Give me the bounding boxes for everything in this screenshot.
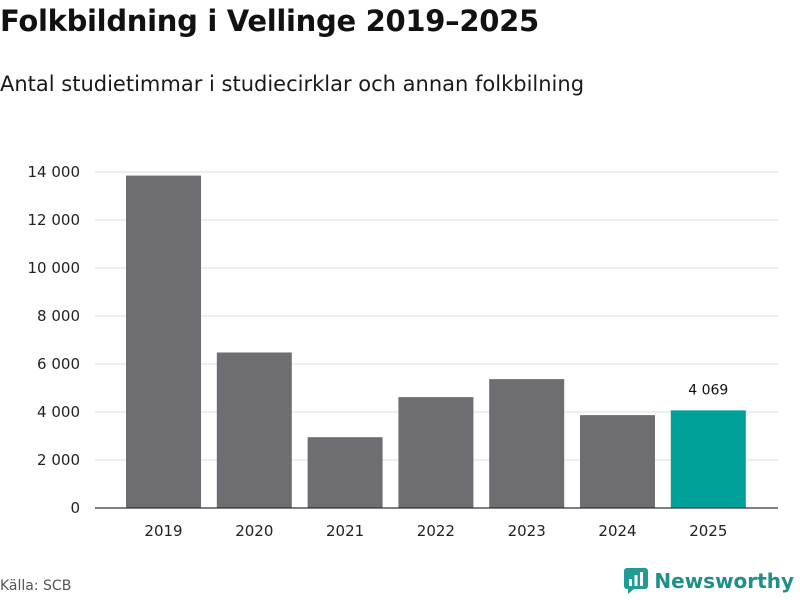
bar-2022 <box>398 397 474 508</box>
bar-2021 <box>307 437 383 508</box>
x-tick-label: 2019 <box>144 522 182 540</box>
x-tick-label: 2022 <box>417 522 455 540</box>
data-label: 4 069 <box>688 382 728 398</box>
x-tick-label: 2024 <box>598 522 636 540</box>
y-tick-label: 8 000 <box>37 307 80 325</box>
y-tick-label: 10 000 <box>28 259 81 277</box>
y-tick-label: 4 000 <box>37 403 80 421</box>
x-tick-label: 2025 <box>689 522 727 540</box>
y-tick-label: 14 000 <box>28 163 81 181</box>
chart-title: Folkbildning i Vellinge 2019–2025 <box>0 4 539 38</box>
bar-2025 <box>670 410 746 508</box>
brand[interactable]: Newsworthy <box>624 568 794 594</box>
y-tick-label: 2 000 <box>37 451 80 469</box>
x-tick-label: 2020 <box>235 522 273 540</box>
newsworthy-logo-icon <box>624 568 649 594</box>
y-tick-label: 6 000 <box>37 355 80 373</box>
source-note: Källa: SCB <box>0 578 72 594</box>
y-tick-label: 12 000 <box>28 211 81 229</box>
bar-2023 <box>489 379 565 508</box>
x-tick-label: 2023 <box>508 522 546 540</box>
bar-2019 <box>126 175 201 508</box>
y-tick-label: 0 <box>70 499 80 517</box>
bar-2020 <box>216 352 292 508</box>
chart-subtitle: Antal studietimmar i studiecirklar och a… <box>0 72 585 96</box>
bar-2024 <box>580 415 655 508</box>
brand-name: Newsworthy <box>654 569 794 593</box>
x-tick-label: 2021 <box>326 522 364 540</box>
